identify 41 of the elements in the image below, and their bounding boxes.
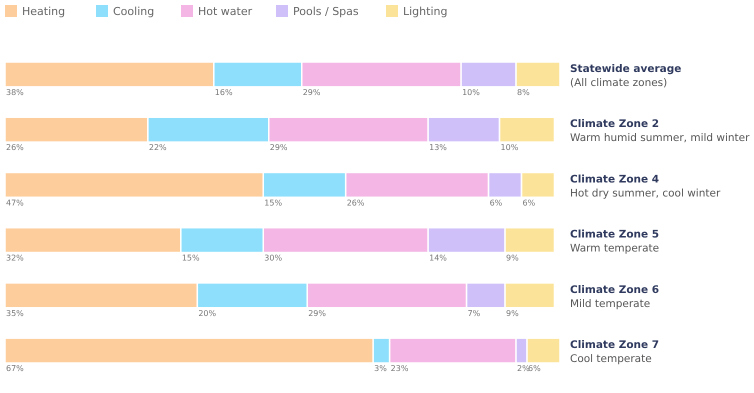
data-label: 14% <box>429 254 448 263</box>
y-tick-label: Climate Zone 7 Cool temperate <box>570 339 660 366</box>
y-tick-label: Statewide average (All climate zones) <box>570 63 682 89</box>
data-label: 6% <box>490 198 503 208</box>
data-label: 7% <box>468 308 481 318</box>
data-label: 29% <box>302 88 321 97</box>
data-label: 2% <box>517 364 530 373</box>
data-label: 47% <box>6 198 24 208</box>
data-label: 23% <box>390 364 409 373</box>
y-tick-label: Climate Zone 2 Warm humid summer, mild winter <box>570 118 750 144</box>
data-label: 9% <box>506 308 520 318</box>
data-label: 22% <box>148 143 168 152</box>
data-label: 3% <box>374 364 388 373</box>
data-label: 6% <box>522 198 536 208</box>
data-label: 29% <box>308 308 326 318</box>
data-label: 13% <box>429 143 448 152</box>
data-label: 38% <box>6 88 24 97</box>
legend-label: Hot water <box>198 5 253 18</box>
legend-label: Lighting <box>403 5 448 18</box>
data-label: 26% <box>6 143 24 152</box>
data-label: 9% <box>506 254 520 263</box>
y-tick-label: Climate Zone 6 Mild temperate <box>570 284 660 310</box>
data-label: 30% <box>264 254 282 263</box>
legend-label: Heating <box>22 5 66 18</box>
y-tick-label: Climate Zone 4 Hot dry summer, cool winter <box>570 173 721 200</box>
data-label: 20% <box>198 308 217 318</box>
data-label: 16% <box>214 88 233 97</box>
data-label: 67% <box>6 364 24 373</box>
data-label: 29% <box>270 143 288 152</box>
data-label: 35% <box>6 308 24 318</box>
data-label: 10% <box>462 88 480 97</box>
data-label: 6% <box>528 364 542 373</box>
legend-label: Pools / Spas <box>293 5 359 18</box>
data-label: 15% <box>182 254 200 263</box>
data-label: 8% <box>517 88 530 97</box>
data-label: 15% <box>264 198 282 208</box>
data-label: 32% <box>6 254 24 263</box>
legend-label: Cooling <box>113 5 154 18</box>
data-label: 10% <box>500 143 519 152</box>
data-label: 26% <box>346 198 365 208</box>
y-tick-label: Climate Zone 5 Warm temperate <box>570 228 660 255</box>
